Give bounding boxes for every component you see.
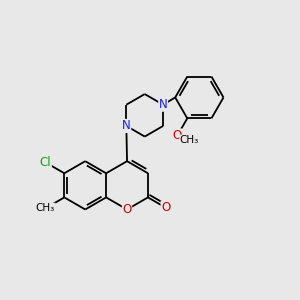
Text: N: N <box>159 98 167 111</box>
Text: N: N <box>122 119 131 132</box>
Text: CH₃: CH₃ <box>180 135 199 145</box>
Text: O: O <box>161 201 170 214</box>
Text: O: O <box>122 203 132 216</box>
Text: Cl: Cl <box>40 156 51 169</box>
Text: CH₃: CH₃ <box>36 203 55 213</box>
Text: O: O <box>173 129 182 142</box>
